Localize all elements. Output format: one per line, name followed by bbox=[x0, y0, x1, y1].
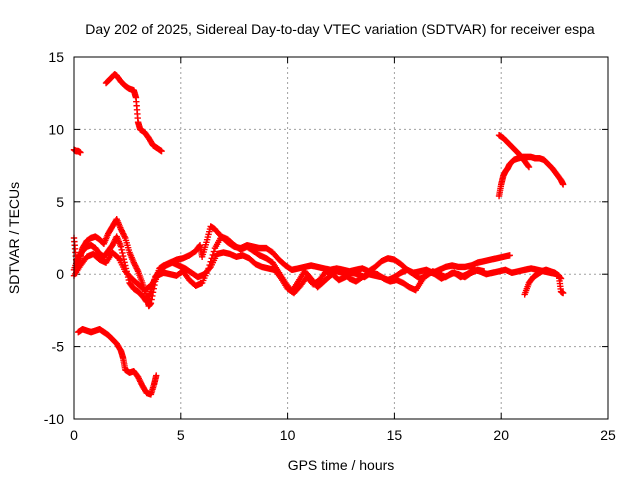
y-tick-label: 10 bbox=[48, 121, 64, 137]
series-arc-7 bbox=[521, 266, 567, 298]
y-tick-label: 15 bbox=[48, 49, 64, 65]
tick-labels: 0 5 10 15 20 25 -10 -5 0 5 10 15 bbox=[44, 49, 616, 443]
y-tick-label: 5 bbox=[56, 194, 64, 210]
x-axis-label: GPS time / hours bbox=[288, 457, 395, 473]
data-points bbox=[70, 71, 567, 398]
data-point bbox=[208, 255, 215, 262]
x-tick-label: 5 bbox=[177, 427, 185, 443]
data-point bbox=[153, 372, 160, 379]
data-point bbox=[525, 163, 533, 171]
data-point bbox=[119, 249, 126, 257]
data-point bbox=[506, 252, 513, 259]
y-tick-label: 0 bbox=[56, 266, 64, 282]
x-tick-label: 15 bbox=[387, 427, 403, 443]
x-tick-label: 10 bbox=[280, 427, 296, 443]
data-point bbox=[559, 289, 567, 297]
data-point bbox=[119, 252, 127, 260]
plot-frame bbox=[73, 56, 609, 420]
series-arc-9 bbox=[495, 131, 533, 171]
x-tick-label: 25 bbox=[600, 427, 616, 443]
series-arc-2 bbox=[102, 71, 165, 155]
data-point bbox=[147, 299, 155, 307]
data-point bbox=[480, 268, 488, 275]
y-axis-label: SDTVAR / TECUs bbox=[6, 182, 22, 294]
x-tick-label: 0 bbox=[70, 427, 78, 443]
chart-title: Day 202 of 2025, Sidereal Day-to-day VTE… bbox=[85, 21, 595, 37]
data-point bbox=[196, 243, 203, 250]
data-point bbox=[210, 248, 218, 255]
y-tick-label: -10 bbox=[44, 411, 64, 427]
x-tick-label: 20 bbox=[493, 427, 509, 443]
data-point bbox=[117, 243, 125, 250]
data-point bbox=[525, 162, 532, 170]
data-point bbox=[207, 258, 214, 265]
data-point bbox=[77, 149, 84, 156]
data-point bbox=[205, 265, 212, 272]
y-tick-label: -5 bbox=[52, 339, 65, 355]
data-point bbox=[209, 251, 217, 259]
data-point bbox=[118, 246, 125, 254]
data-point bbox=[559, 181, 567, 188]
data-point bbox=[206, 261, 213, 269]
series-arc-1 bbox=[70, 146, 84, 156]
data-point bbox=[158, 147, 165, 155]
series-arc-6 bbox=[70, 233, 488, 295]
data-point bbox=[120, 256, 128, 263]
series-arc-3 bbox=[75, 326, 160, 398]
